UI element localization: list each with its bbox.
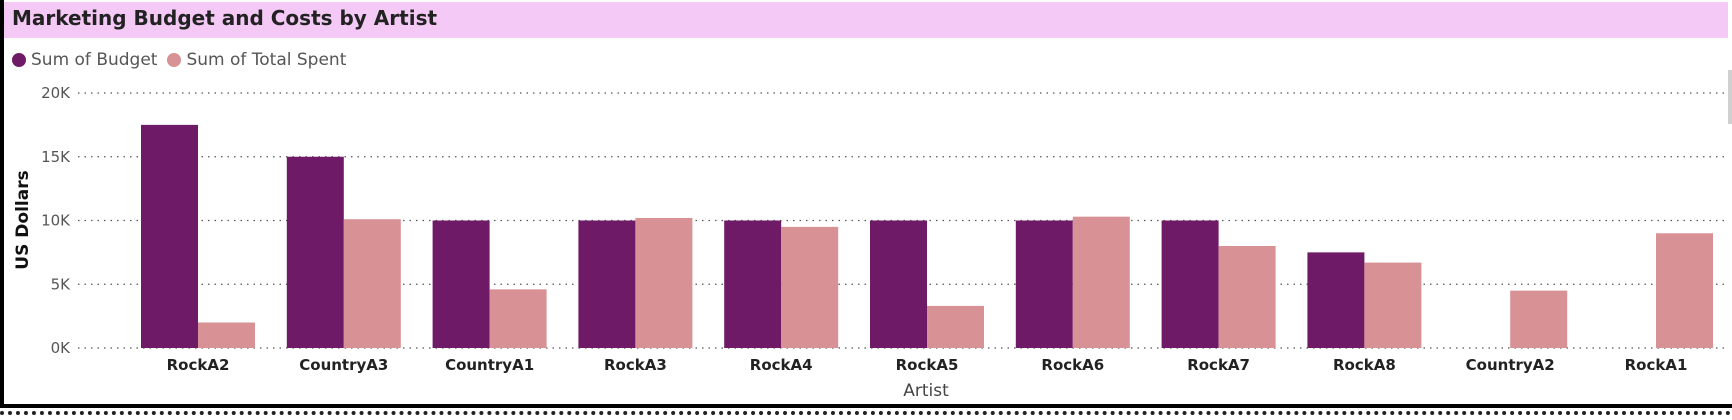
x-tick-label: RockA4 [750,356,813,374]
frame-border-left [0,0,4,406]
x-tick-label: CountryA2 [1466,356,1555,374]
legend-label-total-spent: Sum of Total Spent [186,50,347,70]
x-tick-label: RockA7 [1187,356,1250,374]
x-tick-label: RockA3 [604,356,667,374]
bar-total-spent-rocka2[interactable] [198,322,255,349]
bar-budget-rocka3[interactable] [578,220,636,349]
bar-total-spent-rocka7[interactable] [1218,246,1276,348]
bar-total-spent-rocka4[interactable] [781,226,839,348]
bar-total-spent-rocka8[interactable] [1364,262,1422,348]
legend-item-total-spent[interactable]: Sum of Total Spent [167,50,346,70]
x-tick-label: CountryA1 [445,356,534,374]
x-axis-title: Artist [903,381,949,401]
legend-marker-budget [12,53,26,67]
bar-budget-rocka7[interactable] [1161,220,1219,349]
bar-total-spent-countrya3[interactable] [343,219,401,348]
bar-budget-rocka4[interactable] [724,220,782,349]
legend-marker-total-spent [167,53,182,67]
bar-budget-rocka2[interactable] [141,124,198,348]
x-tick-label: RockA8 [1333,356,1396,374]
bar-total-spent-rocka6[interactable] [1072,216,1130,348]
y-tick-label: 10K [41,212,71,230]
y-axis-ticks: 0K 5K 10K 15K 20K [41,84,71,357]
legend-item-budget[interactable]: Sum of Budget [12,50,157,70]
legend-label-budget: Sum of Budget [31,50,158,70]
bar-total-spent-rocka3[interactable] [635,217,693,348]
x-tick-label: RockA1 [1625,356,1688,374]
bar-budget-rocka6[interactable] [1015,220,1073,349]
bar-total-spent-countrya1[interactable] [489,289,547,348]
frame-border-bottom [0,404,1732,408]
y-tick-label: 0K [51,339,72,357]
bar-total-spent-countrya2[interactable] [1510,290,1568,348]
legend: Sum of Budget Sum of Total Spent [12,48,346,72]
x-axis-ticks: RockA2 CountryA3 CountryA1 RockA3 RockA4 Rock… [167,356,1688,374]
bar-total-spent-rocka5[interactable] [927,305,984,348]
y-axis-title: US Dollars [13,170,33,269]
title-bar: Marketing Budget and Costs by Artist [4,2,1728,38]
scrollbar[interactable] [1728,70,1732,124]
y-tick-label: 20K [41,84,71,102]
dotted-separator [0,411,1732,415]
y-tick-label: 15K [41,148,71,166]
bar-budget-rocka5[interactable] [870,220,927,349]
x-tick-label: RockA2 [167,356,230,374]
bar-budget-countrya3[interactable] [286,156,344,348]
chart-frame: Marketing Budget and Costs by Artist Sum… [4,2,1732,401]
chart-title: Marketing Budget and Costs by Artist [12,6,438,30]
bar-budget-countrya1[interactable] [432,220,490,349]
y-tick-label: 5K [51,275,72,293]
x-tick-label: CountryA3 [299,356,388,374]
bars [141,124,1713,349]
bar-budget-rocka8[interactable] [1307,252,1365,348]
bar-total-spent-rocka1[interactable] [1656,233,1713,348]
x-tick-label: RockA6 [1041,356,1104,374]
x-tick-label: RockA5 [896,356,959,374]
